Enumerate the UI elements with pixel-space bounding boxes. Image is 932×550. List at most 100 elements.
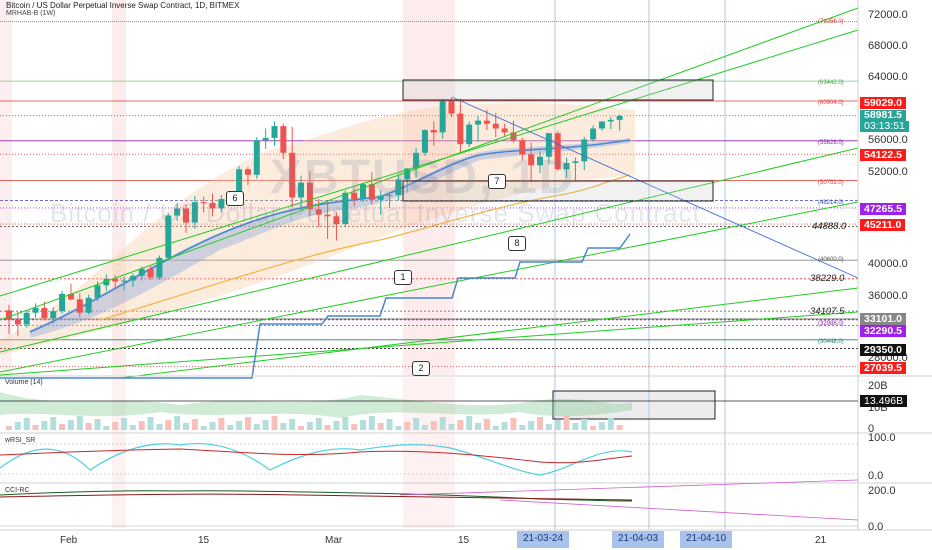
bg-zone [0,0,12,375]
volume-bar [289,419,296,430]
candle-body [368,184,375,200]
volume-bar [41,421,48,430]
candle-body [457,113,464,145]
indicator-panes-layer [0,0,932,531]
level-label: (60904.0) [818,100,844,106]
volume-bar [85,423,92,430]
volume-bar [395,426,402,430]
cci-signal-line [0,493,633,501]
candle-body [147,268,154,278]
callout-marker: 2 [412,361,430,376]
candle-body [23,312,30,325]
candle-body [421,130,428,153]
trendline [0,311,859,376]
volume-axis-label: 20B [868,380,888,392]
volume-bar [183,423,189,430]
volume-bar [174,416,181,430]
level-label: (48214.0) [818,200,844,206]
time-highlight-label: 21-03-24 [517,531,570,548]
volume-bar [386,419,393,430]
bg-zone [112,378,126,528]
volume-bar [492,426,499,430]
level-label: 38229.0 [810,273,845,284]
wrsi-pane-label: wRSI_SR [5,437,36,444]
candle-body [262,137,269,141]
candle-body [324,214,331,217]
candle-body [129,275,136,281]
candle-body [244,169,251,175]
trendline [119,287,859,379]
volume-bar [333,421,340,430]
candle-body [537,156,543,166]
price-badge-47265: 47265.5 [860,203,906,215]
candle-body [545,133,552,157]
bg-zone [403,0,455,375]
candle-body [67,293,74,300]
candle-body [386,195,393,197]
level-label: (30448.0) [818,339,844,345]
volume-bar [501,422,508,430]
candle-body [554,133,561,170]
bar-countdown: 03:13:51 [860,121,909,132]
volume-ribbon [0,392,632,418]
volume-bar [554,420,561,430]
volume-bar [404,422,411,430]
chart-title: Bitcoin / US Dollar Perpetual Inverse Sw… [6,1,240,10]
candle-body [306,182,313,210]
volume-bar [421,425,428,430]
volume-bar [209,422,216,430]
cci-axis-label: 0.0 [868,521,884,533]
candle-body [298,182,305,198]
ha-band [0,102,635,356]
candle-body [200,202,207,204]
candle-body [85,297,92,313]
candle-body [41,308,48,319]
time-axis-label: 15 [458,535,470,546]
price-badge-29350: 29350.0 [860,344,906,356]
trendline [0,147,859,353]
candle-body [475,120,482,125]
candle-body [112,279,119,282]
candles-layer [6,97,623,337]
volume-bar [236,421,243,430]
volume-bar [581,419,588,430]
volume-badge: 13.496B [860,395,908,407]
volume-bar [280,423,287,430]
volume-bar [572,423,579,430]
candle-body [395,179,402,196]
candle-body [253,140,260,175]
volume-bar [298,426,305,430]
level-label: (63442.0) [818,80,844,86]
time-axis-label: Mar [325,535,343,546]
volume-bar [23,418,30,430]
price-tick-label: 68000.0 [868,40,908,52]
volume-bar [342,417,349,430]
candle-body [607,119,614,122]
candle-body [218,199,225,209]
volume-bar [200,426,207,430]
volume-bar [413,418,420,430]
volume-bar [430,421,437,430]
cci-axis-label: 200.0 [868,485,896,497]
cci-line [0,490,633,502]
volume-bar [67,420,74,430]
volume-bar [439,417,446,430]
candle-body [483,120,490,124]
candle-body [32,308,39,313]
volume-bar [475,423,482,430]
candle-body [572,161,579,163]
grid-layer [0,0,858,530]
volume-bar [262,420,269,430]
candle-body [413,152,420,169]
candle-body [333,216,340,225]
candle-body [76,299,83,313]
name-watermark: Bitcoin / US Dollar Perpetual Inverse Sw… [50,198,701,228]
volume-bar [138,421,145,430]
trendline [0,201,859,373]
step-line [0,233,631,379]
volume-bar [50,417,57,430]
volume-bar [545,424,552,430]
price-tick-label: 64000.0 [868,71,908,83]
candle-body [156,257,163,278]
